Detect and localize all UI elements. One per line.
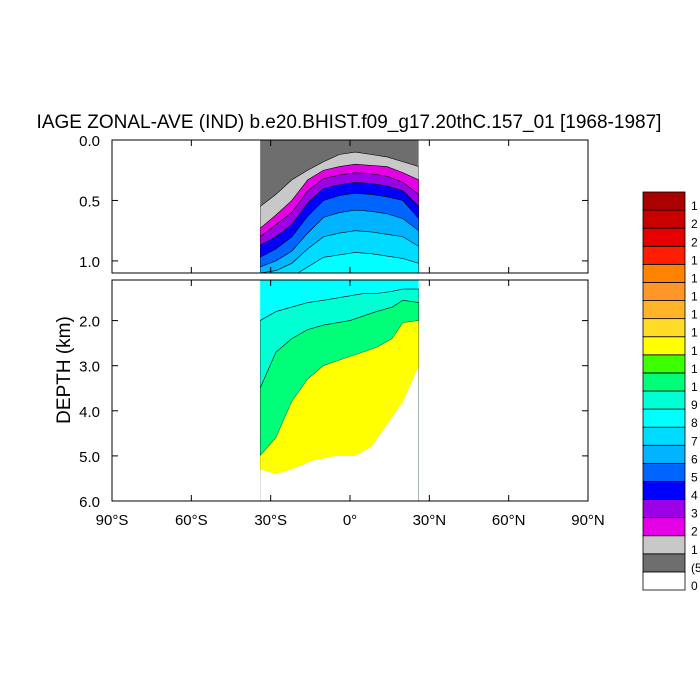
y-axis-label: DEPTH (km): [54, 316, 75, 424]
x-tick-label: 0°: [343, 512, 357, 529]
colorbar-label: 1: [691, 344, 698, 358]
x-tick-label: 30°S: [254, 512, 287, 529]
colorbar-swatch: [642, 354, 686, 374]
colorbar-label: 4: [691, 489, 698, 503]
y-tick-label: 0.5: [79, 193, 100, 210]
colorbar-label: 1: [691, 543, 698, 557]
colorbar-label: 0: [691, 579, 698, 593]
colorbar-label: 1: [691, 253, 698, 267]
colorbar-label: 1: [691, 326, 698, 340]
colorbar-swatch: [642, 426, 686, 446]
colorbar-label: 1: [691, 380, 698, 394]
colorbar-label: 9: [691, 398, 698, 412]
field-band-bottom: [260, 320, 419, 474]
colorbar-swatch: [642, 408, 686, 428]
colorbar-label: 7: [691, 434, 698, 448]
colorbar-swatch: [642, 300, 686, 320]
colorbar-swatch: [642, 390, 686, 410]
colorbar-label: 6: [691, 452, 698, 466]
colorbar-swatch: [642, 444, 686, 464]
colorbar-label: 1: [691, 271, 698, 285]
colorbar-swatch: [642, 499, 686, 519]
lower-field: [260, 280, 419, 501]
colorbar-swatch: [642, 227, 686, 247]
seafloor-mask: [260, 365, 419, 501]
x-tick-label: 60°S: [175, 512, 208, 529]
y-tick-label: 2.0: [79, 314, 100, 331]
y-tick-label: 1.0: [79, 254, 100, 271]
colorbar-label: 1: [691, 362, 698, 376]
y-tick-label: 5.0: [79, 449, 100, 466]
x-tick-label: 60°N: [492, 512, 526, 529]
colorbar-swatch: [642, 372, 686, 392]
colorbar-label: 2: [691, 235, 698, 249]
chart-title: IAGE ZONAL-AVE (IND) b.e20.BHIST.f09_g17…: [37, 112, 662, 133]
colorbar-swatch: [642, 245, 686, 265]
colorbar-swatch: [642, 535, 686, 555]
lower-panel: 2.0 3.0 4.0 5.0 6.090°S 60°S 30°S 0° 30°N 60°N 90°…: [79, 279, 605, 529]
colorbar-swatch: [642, 209, 686, 229]
colorbar-label: 2: [691, 525, 698, 539]
colorbar-swatch: [642, 462, 686, 482]
colorbar-swatch: [642, 336, 686, 356]
colorbar-label: 1: [691, 199, 698, 213]
y-tick-label: 6.0: [79, 494, 100, 511]
upper-panel: 0.0 0.5 1.0: [79, 133, 589, 274]
colorbar-label: 8: [691, 416, 698, 430]
colorbar-swatch: [642, 517, 686, 537]
colorbar-label: 3: [691, 507, 698, 521]
colorbar-label: (5: [691, 561, 700, 575]
x-tick-label: 90°N: [571, 512, 605, 529]
colorbar-label: 1: [691, 290, 698, 304]
colorbar-swatch: [642, 553, 686, 573]
colorbar-swatch: [642, 263, 686, 283]
colorbar-swatch: [642, 282, 686, 301]
upper-field: [260, 140, 419, 273]
colorbar-label: 2: [691, 217, 698, 231]
x-tick-label: 90°S: [96, 512, 129, 529]
colorbar-label: 1: [691, 308, 698, 322]
field-band-8: [297, 252, 419, 273]
y-tick-label: 4.0: [79, 404, 100, 421]
colorbar-swatch: [642, 318, 686, 338]
colorbar-swatch: [642, 481, 686, 500]
y-tick-label: 3.0: [79, 359, 100, 376]
colorbar: 0 (5 1 2 3 4 5 6 7 8 9 1 1 1 1 1 1 1 1 2 2 1: [642, 191, 700, 593]
colorbar-swatch: [642, 191, 686, 211]
x-tick-label: 30°N: [413, 512, 447, 529]
colorbar-swatch: [642, 571, 686, 591]
colorbar-label: 5: [691, 470, 698, 484]
y-tick-label: 0.0: [79, 133, 100, 150]
